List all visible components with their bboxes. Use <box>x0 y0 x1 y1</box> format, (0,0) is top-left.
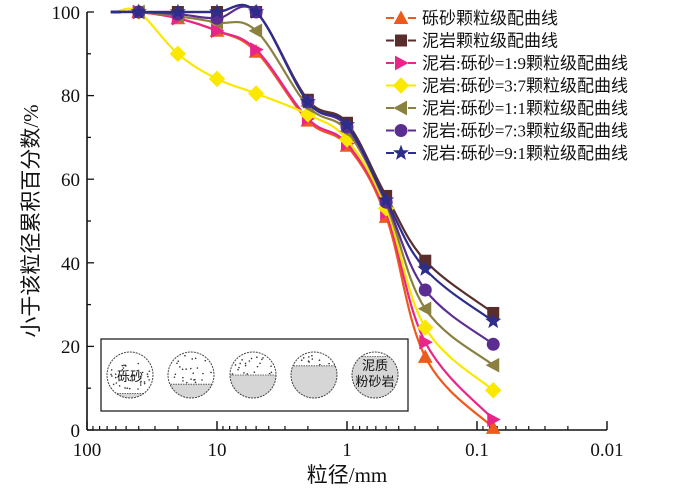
x-tick-label-0.1: 0.1 <box>465 440 489 461</box>
data-point <box>417 349 433 363</box>
legend-item-1: 泥岩颗粒级配曲线 <box>386 32 558 51</box>
data-point <box>208 70 226 88</box>
x-tick-label-0.01: 0.01 <box>590 440 623 461</box>
x-tick-label-10: 10 <box>208 440 227 461</box>
legend-item-6: 泥岩:砾砂=9:1颗粒级配曲线 <box>386 144 628 163</box>
data-point <box>378 191 395 207</box>
series-line-6 <box>115 3 494 323</box>
data-point <box>417 260 434 276</box>
data-point <box>248 3 265 19</box>
legend-item-2: 泥岩:砾砂=1:9颗粒级配曲线 <box>386 54 628 73</box>
inset-sample-circle <box>351 351 399 399</box>
series-6 <box>110 3 502 329</box>
legend-marker-icon <box>392 77 410 94</box>
legend-label: 泥岩:砾砂=1:1颗粒级配曲线 <box>422 99 628 118</box>
legend-label: 泥岩:砾砂=3:7颗粒级配曲线 <box>422 77 628 96</box>
legend-label: 泥岩:砾砂=9:1颗粒级配曲线 <box>422 144 628 163</box>
legend-label: 泥岩颗粒级配曲线 <box>422 32 558 51</box>
data-point <box>208 3 226 19</box>
x-tick-label-1: 1 <box>342 440 352 461</box>
inset-label-gravel-sand: 砾砂 <box>117 369 143 384</box>
y-tick-label-60: 60 <box>61 170 80 191</box>
inset-label-muddy-siltstone-1: 泥质 <box>362 358 388 373</box>
data-point <box>250 42 264 57</box>
series-layer <box>110 3 502 434</box>
data-point <box>338 116 356 132</box>
x-axis-title: 粒径/mm <box>307 463 388 487</box>
legend: 砾砂颗粒级配曲线泥岩颗粒级配曲线泥岩:砾砂=1:9颗粒级配曲线泥岩:砾砂=3:7… <box>386 9 628 163</box>
y-tick-label-20: 20 <box>61 337 80 358</box>
data-point <box>485 420 501 434</box>
data-point <box>248 23 263 39</box>
legend-marker-icon <box>393 100 407 116</box>
inset-label-muddy-siltstone-2: 粉砂岩 <box>355 374 394 389</box>
data-point <box>169 3 186 19</box>
data-point <box>417 319 434 336</box>
inset-sample-circle <box>290 351 338 399</box>
axes <box>86 11 608 431</box>
legend-item-5: 泥岩:砾砂=7:3颗粒级配曲线 <box>386 122 628 141</box>
data-point <box>418 283 432 297</box>
data-point <box>169 45 187 63</box>
data-point <box>211 23 225 39</box>
legend-marker-icon <box>394 124 408 137</box>
series-line-4 <box>115 10 494 367</box>
data-point <box>419 334 433 350</box>
data-point <box>487 412 501 427</box>
inset-sample-circle <box>229 351 277 399</box>
data-point <box>485 382 502 399</box>
legend-label: 泥岩:砾砂=7:3颗粒级配曲线 <box>422 122 628 141</box>
data-point <box>485 357 500 373</box>
data-point <box>485 312 502 329</box>
y-tick-label-80: 80 <box>61 86 80 107</box>
y-tick-label-0: 0 <box>71 421 81 442</box>
data-point <box>247 85 265 102</box>
legend-marker-icon <box>395 34 407 47</box>
legend-item-3: 泥岩:砾砂=3:7颗粒级配曲线 <box>386 77 628 96</box>
x-tick-label-100: 100 <box>73 440 102 461</box>
legend-label: 泥岩:砾砂=1:9颗粒级配曲线 <box>422 54 628 73</box>
y-tick-label-40: 40 <box>61 254 80 275</box>
data-point <box>417 301 432 317</box>
legend-item-4: 泥岩:砾砂=1:1颗粒级配曲线 <box>386 99 628 118</box>
data-point <box>486 337 500 351</box>
legend-item-0: 砾砂颗粒级配曲线 <box>386 9 558 28</box>
sample-schematic-inset: 砾砂 泥质 粉砂岩 <box>100 338 409 412</box>
y-tick-label-100: 100 <box>52 3 81 24</box>
legend-marker-icon <box>392 144 410 160</box>
legend-marker-icon <box>395 55 409 71</box>
legend-marker-icon <box>393 10 409 24</box>
inset-sample-circle <box>167 351 215 399</box>
y-axis-title: 小于该粒径累积百分数/% <box>19 104 43 337</box>
data-point <box>299 93 316 109</box>
legend-label: 砾砂颗粒级配曲线 <box>422 9 558 28</box>
